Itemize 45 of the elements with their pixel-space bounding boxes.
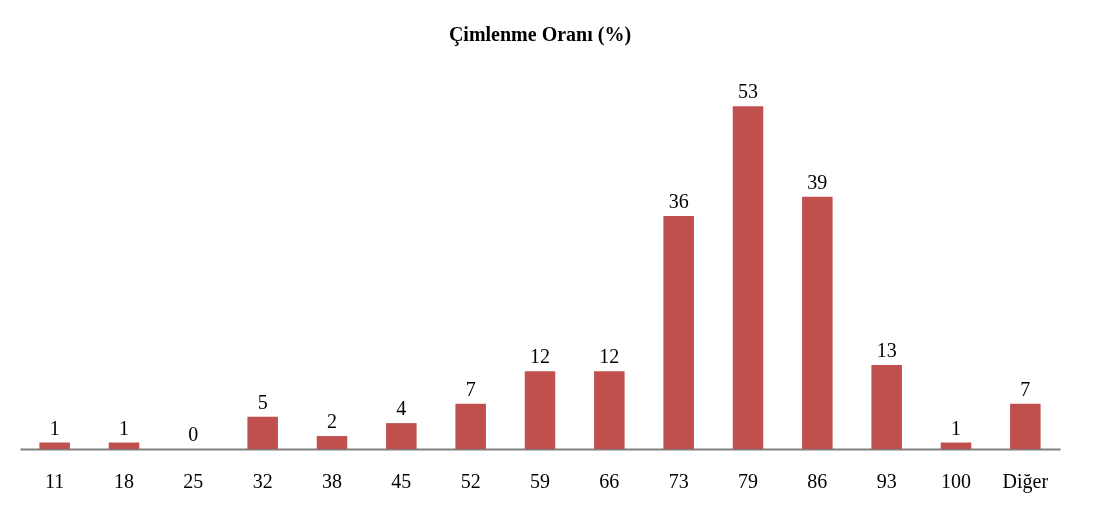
x-tick-label: 45 [391,469,412,492]
x-tick-label: 86 [807,469,828,492]
x-tick-label: 11 [45,469,65,492]
x-tick-label: 66 [599,469,620,492]
bar [524,371,556,449]
data-label: 2 [327,410,337,433]
bar [594,371,625,449]
bar [247,416,278,449]
bar [732,106,764,449]
data-label: 53 [738,80,758,103]
bar [316,436,348,449]
bar [386,423,417,449]
data-label: 12 [599,345,620,368]
x-tick-label: 73 [668,469,689,492]
data-label: 1 [119,416,129,439]
data-label: 7 [1020,377,1031,400]
data-label: 0 [188,423,199,445]
data-label: 7 [465,377,476,400]
data-label: 1 [951,416,961,439]
x-tick-label: 38 [322,469,342,492]
bar [39,442,70,449]
bar [871,364,902,449]
bar [455,403,486,449]
data-label: 1 [49,416,60,439]
x-tick-label: Diğer [1002,469,1049,493]
data-label: 12 [530,345,550,368]
x-tick-label: 52 [460,469,481,492]
bar [108,442,140,449]
x-tick-label: 100 [941,469,971,492]
data-label: 13 [876,338,897,361]
bar [802,196,833,449]
bar [663,216,694,449]
x-tick-label: 59 [530,469,550,492]
data-label: 39 [807,170,828,193]
chart-title: Çimlenme Oranı (%) [448,23,632,46]
data-label: 4 [396,397,407,420]
data-label: 5 [257,390,268,413]
x-tick-label: 18 [114,469,134,492]
bar [1010,403,1041,449]
x-tick-label: 25 [183,469,204,492]
x-tick-label: 93 [876,469,897,492]
x-tick-label: 32 [252,469,273,492]
x-tick-label: 79 [738,469,758,492]
bar [940,442,972,449]
data-label: 36 [668,190,689,213]
